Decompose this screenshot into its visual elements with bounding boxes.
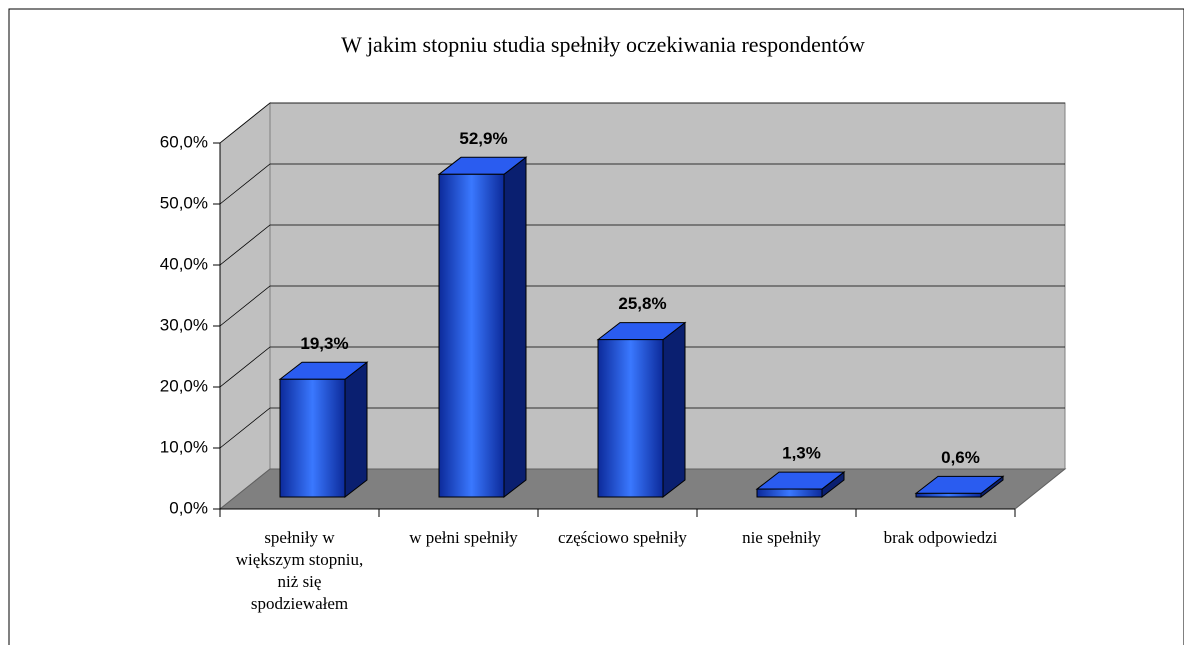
y-tick-label: 10,0%: [160, 437, 208, 456]
x-tick-label: w pełni spełniły: [409, 528, 518, 547]
x-tick-label: częściowo spełniły: [558, 528, 687, 547]
x-tick-label: nie spełniły: [742, 528, 821, 547]
x-tick-label: brak odpowiedzi: [883, 528, 998, 547]
y-tick-label: 20,0%: [160, 376, 208, 395]
bar-side: [662, 321, 686, 499]
bar-side: [344, 361, 368, 499]
value-label: 52,9%: [459, 129, 507, 148]
grid-line: [219, 346, 1065, 388]
bar: [438, 173, 505, 498]
bar: [279, 378, 346, 498]
y-tick-label: 50,0%: [160, 193, 208, 212]
grid-line: [219, 407, 1065, 449]
grid-line: [219, 163, 1065, 205]
value-label: 1,3%: [782, 444, 821, 463]
y-tick-label: 60,0%: [160, 132, 208, 151]
x-tick-label: spełniły w większym stopniu, niż się spo…: [235, 528, 364, 613]
chart-title: W jakim stopniu studia spełniły oczekiwa…: [341, 32, 865, 57]
grid-line: [219, 102, 1065, 144]
y-tick-label: 0,0%: [169, 498, 208, 517]
grid-line: [219, 285, 1065, 327]
bar: [915, 492, 982, 498]
bar: [597, 339, 664, 498]
bar-side: [503, 156, 527, 499]
value-label: 25,8%: [618, 294, 666, 313]
value-label: 19,3%: [300, 334, 348, 353]
y-tick-label: 40,0%: [160, 254, 208, 273]
bar: [756, 488, 823, 498]
y-tick-label: 30,0%: [160, 315, 208, 334]
grid-line: [219, 224, 1065, 266]
value-label: 0,6%: [941, 448, 980, 467]
